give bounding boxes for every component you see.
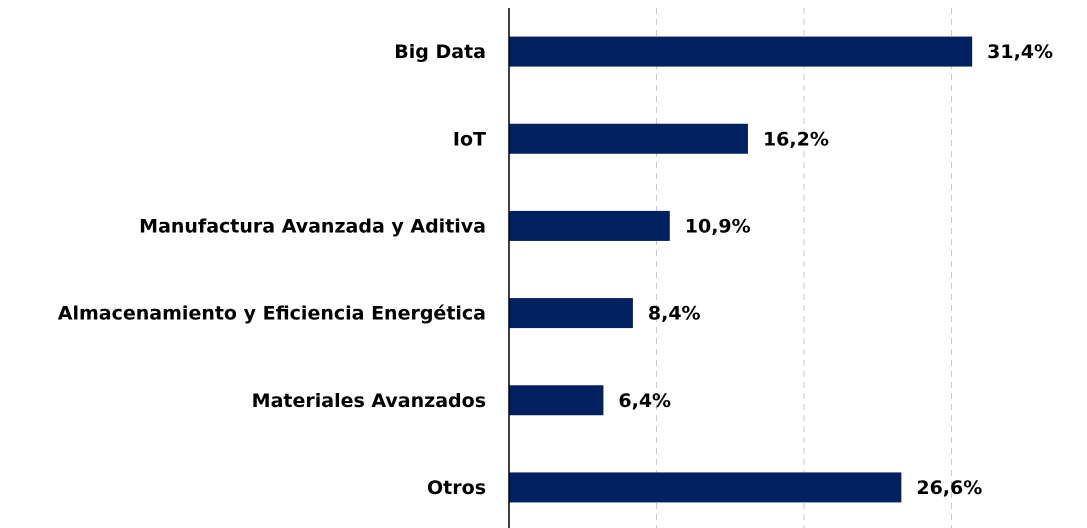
value-label: 31,4%	[987, 41, 1053, 63]
value-label: 26,6%	[916, 477, 982, 499]
category-label: IoT	[453, 128, 486, 150]
bar	[509, 123, 748, 154]
bar	[509, 36, 973, 67]
category-label: Otros	[427, 477, 486, 499]
category-label: Materiales Avanzados	[252, 390, 486, 412]
value-label: 10,9%	[685, 215, 751, 237]
value-label: 8,4%	[648, 303, 701, 325]
bar	[509, 298, 633, 329]
category-label: Almacenamiento y Eficiencia Energética	[58, 303, 486, 325]
category-label: Manufactura Avanzada y Aditiva	[139, 215, 486, 237]
value-label: 6,4%	[618, 390, 671, 412]
category-label: Big Data	[394, 41, 486, 63]
bar	[509, 472, 902, 503]
bar	[509, 210, 670, 241]
value-label: 16,2%	[763, 128, 829, 150]
bar	[509, 385, 604, 416]
